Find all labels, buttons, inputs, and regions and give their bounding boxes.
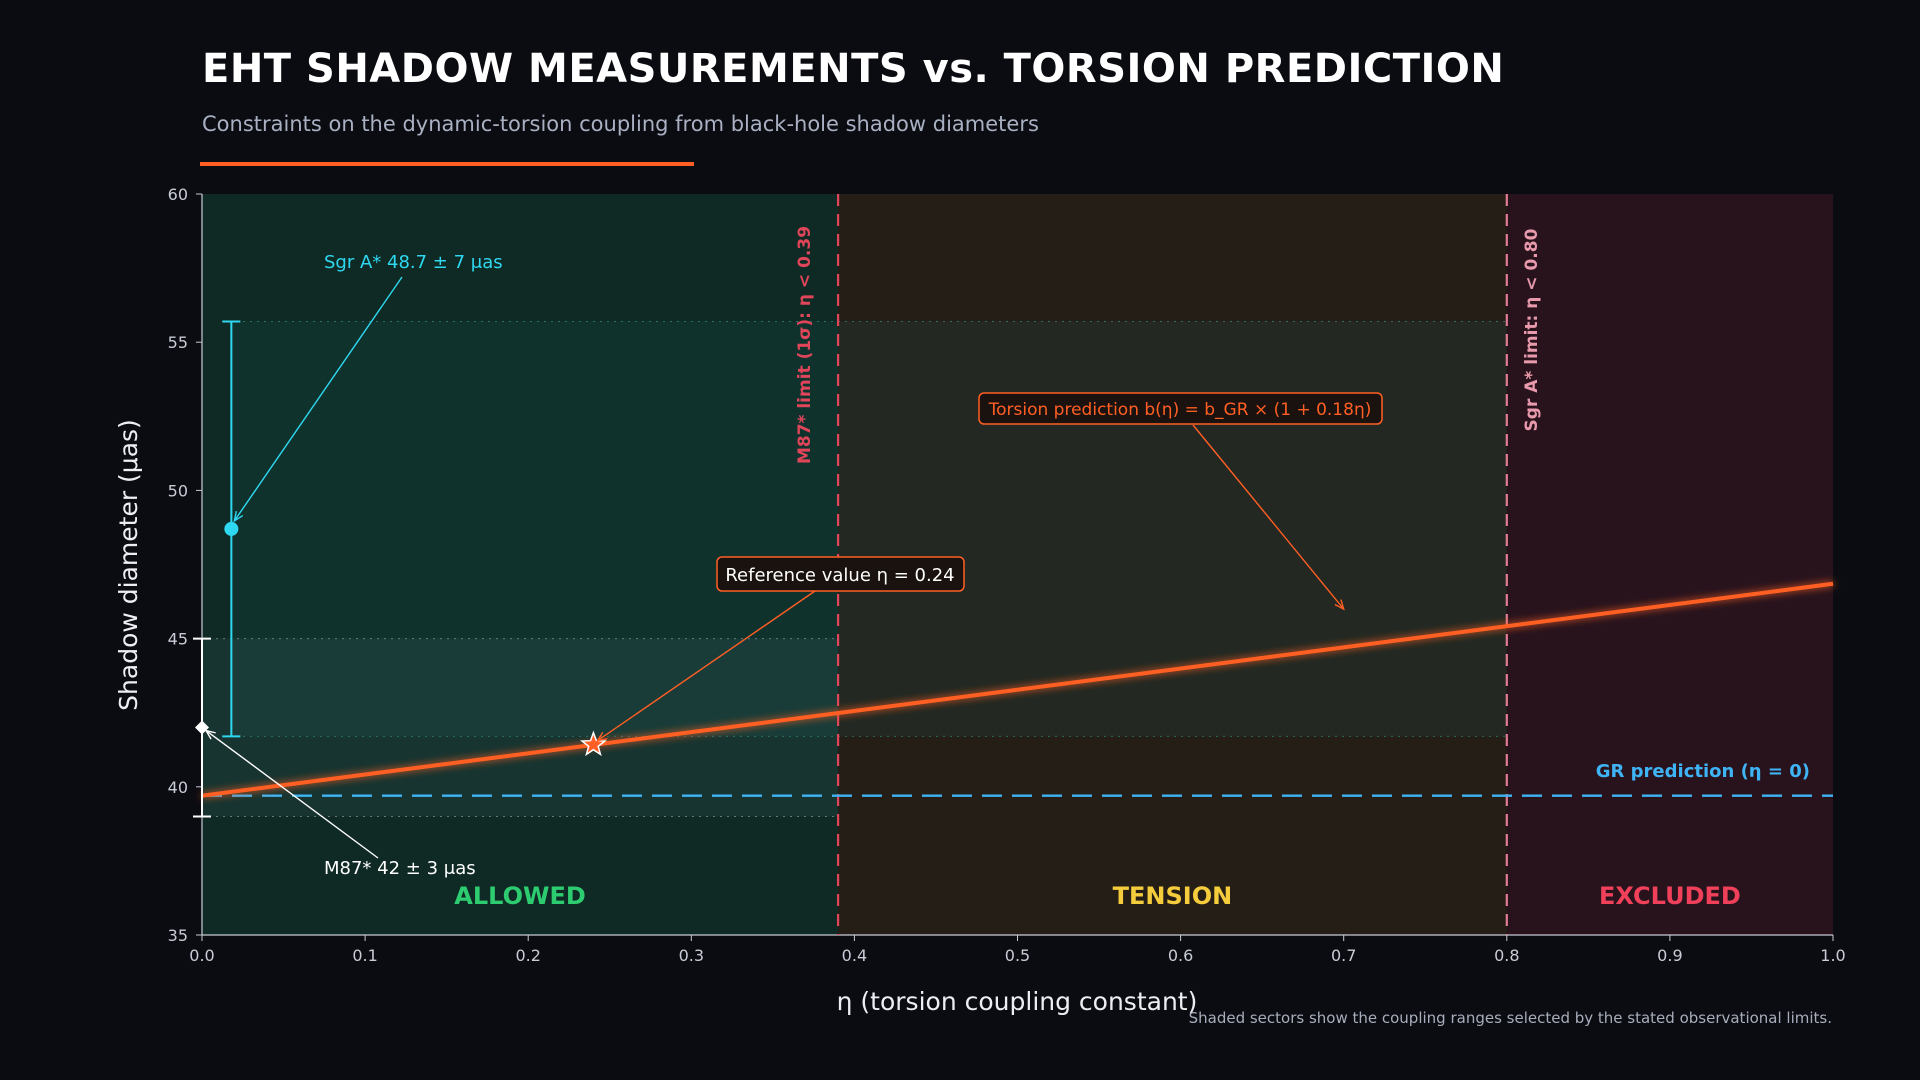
footnote: Shaded sectors show the coupling ranges … xyxy=(1188,1009,1832,1027)
y-tick-label: 50 xyxy=(168,481,188,500)
region-label-allowed: ALLOWED xyxy=(454,882,586,910)
chart-title: EHT SHADOW MEASUREMENTS vs. TORSION PRED… xyxy=(202,46,1505,92)
sgra-band xyxy=(231,321,1507,737)
x-tick-label: 1.0 xyxy=(1820,946,1845,965)
x-tick-label: 0.5 xyxy=(1005,946,1030,965)
limit-label-1: Sgr A* limit: η < 0.80 xyxy=(1522,228,1542,431)
torsion-label: Torsion prediction b(η) = b_GR × (1 + 0.… xyxy=(988,400,1372,420)
sgra-arrow xyxy=(233,276,403,522)
sgra-point xyxy=(224,521,239,536)
m87-label: M87* 42 ± 3 μas xyxy=(324,858,476,879)
accent-underline xyxy=(200,162,694,166)
gr-prediction-label: GR prediction (η = 0) xyxy=(1596,761,1810,782)
sgra-label: Sgr A* 48.7 ± 7 μas xyxy=(324,252,503,273)
x-tick-label: 0.2 xyxy=(515,946,540,965)
reference-arrow xyxy=(597,590,816,742)
x-tick-label: 0.9 xyxy=(1657,946,1682,965)
y-axis-label: Shadow diameter (μas) xyxy=(114,419,143,711)
region-excluded xyxy=(1506,194,1833,935)
x-tick-label: 0.1 xyxy=(352,946,377,965)
m87-band xyxy=(202,638,839,817)
m87-arrow-head xyxy=(204,729,216,740)
y-tick-label: 60 xyxy=(168,185,188,204)
reference-arrow-head xyxy=(595,731,608,742)
reference-star xyxy=(579,730,607,757)
x-tick-label: 0.6 xyxy=(1168,946,1193,965)
reference-box xyxy=(716,556,965,592)
torsion-arrow xyxy=(1192,424,1345,610)
region-label-tension: TENSION xyxy=(1113,882,1233,910)
x-tick-label: 0.8 xyxy=(1494,946,1519,965)
y-tick-label: 55 xyxy=(168,333,188,352)
x-tick-label: 0.0 xyxy=(189,946,214,965)
chart-subtitle: Constraints on the dynamic-torsion coupl… xyxy=(202,112,1039,136)
x-tick-label: 0.3 xyxy=(679,946,704,965)
y-tick-label: 35 xyxy=(168,926,188,945)
limit-label-0: M87* limit (1σ): η < 0.39 xyxy=(795,226,815,464)
torsion-arrow-head xyxy=(1334,599,1345,611)
reference-label: Reference value η = 0.24 xyxy=(725,565,954,586)
x-tick-label: 0.4 xyxy=(842,946,867,965)
x-axis-label: η (torsion coupling constant) xyxy=(837,987,1198,1016)
torsion-prediction-line xyxy=(201,581,1834,798)
m87-arrow xyxy=(205,729,379,859)
torsion-box xyxy=(978,392,1383,425)
x-tick-label: 0.7 xyxy=(1331,946,1356,965)
y-tick-label: 45 xyxy=(168,630,188,649)
region-label-excluded: EXCLUDED xyxy=(1599,882,1741,910)
sgra-arrow-head xyxy=(233,510,244,523)
y-tick-label: 40 xyxy=(168,778,188,797)
